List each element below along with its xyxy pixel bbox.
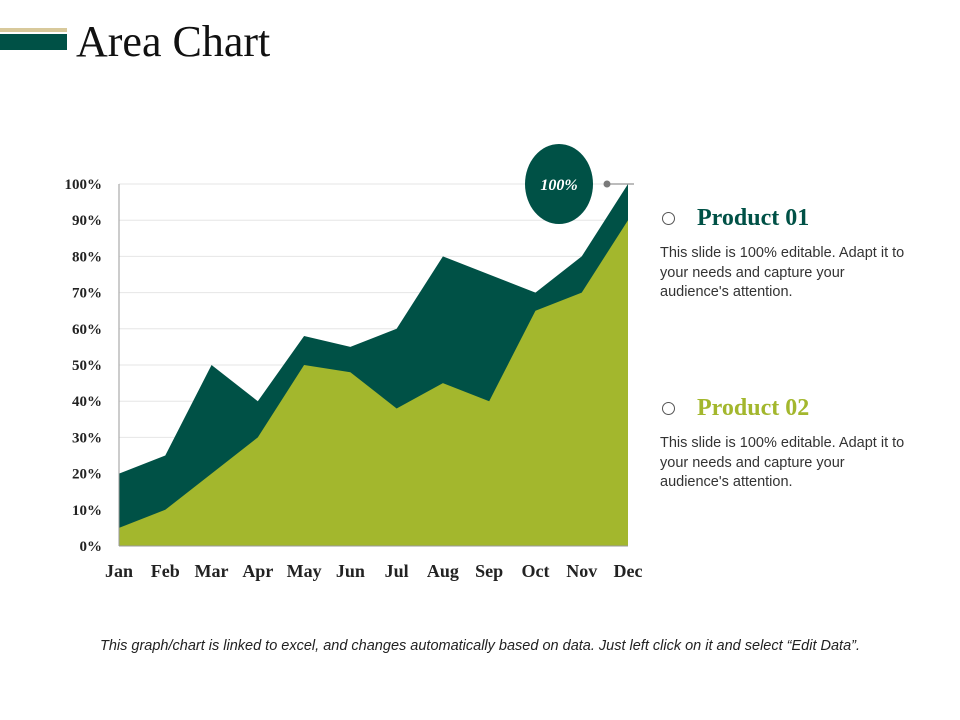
x-tick-label: Mar bbox=[195, 561, 229, 581]
x-tick-label: Feb bbox=[151, 561, 180, 581]
legend-title-product-01: Product 01 bbox=[697, 204, 810, 231]
x-tick-label: Aug bbox=[427, 561, 459, 581]
x-tick-label: Jan bbox=[105, 561, 133, 581]
x-tick-label: Sep bbox=[475, 561, 503, 581]
y-tick-label: 10% bbox=[72, 503, 102, 519]
legend-bullet-icon bbox=[662, 211, 675, 225]
callout-badge bbox=[525, 144, 593, 224]
x-tick-label: Oct bbox=[521, 561, 549, 581]
y-tick-label: 100% bbox=[65, 177, 103, 193]
y-tick-label: 40% bbox=[72, 394, 102, 410]
title-accent-block bbox=[0, 34, 67, 50]
area-series-2 bbox=[119, 220, 628, 546]
callout-dot bbox=[603, 180, 611, 188]
y-tick-label: 20% bbox=[72, 467, 102, 483]
legend-product-01: Product 01 This slide is 100% editable. … bbox=[660, 202, 910, 303]
legend-description-product-02: This slide is 100% editable. Adapt it to… bbox=[660, 435, 905, 490]
y-tick-label: 30% bbox=[72, 430, 102, 446]
y-tick-label: 50% bbox=[72, 358, 102, 374]
page-title: Area Chart bbox=[76, 17, 271, 66]
x-tick-label: Jun bbox=[336, 561, 365, 581]
legend-bullet-icon bbox=[662, 401, 675, 415]
y-tick-label: 0% bbox=[80, 539, 103, 555]
x-tick-label: Nov bbox=[566, 561, 597, 581]
legend-product-02: Product 02 This slide is 100% editable. … bbox=[660, 392, 910, 493]
chart-footnote: This graph/chart is linked to excel, and… bbox=[99, 638, 861, 654]
x-tick-label: Apr bbox=[242, 561, 273, 581]
callout-label: 100% bbox=[540, 177, 577, 194]
y-tick-label: 70% bbox=[72, 286, 102, 302]
x-tick-label: May bbox=[287, 561, 322, 581]
legend-description-product-01: This slide is 100% editable. Adapt it to… bbox=[660, 245, 905, 300]
title-accent-bar bbox=[0, 28, 67, 50]
y-tick-label: 60% bbox=[72, 322, 102, 338]
legend-title-product-02: Product 02 bbox=[697, 394, 810, 421]
y-tick-label: 90% bbox=[72, 213, 102, 229]
x-tick-label: Dec bbox=[614, 561, 643, 581]
y-tick-label: 80% bbox=[72, 249, 102, 265]
x-tick-label: Jul bbox=[385, 561, 409, 581]
title-accent-stripe bbox=[0, 28, 67, 32]
